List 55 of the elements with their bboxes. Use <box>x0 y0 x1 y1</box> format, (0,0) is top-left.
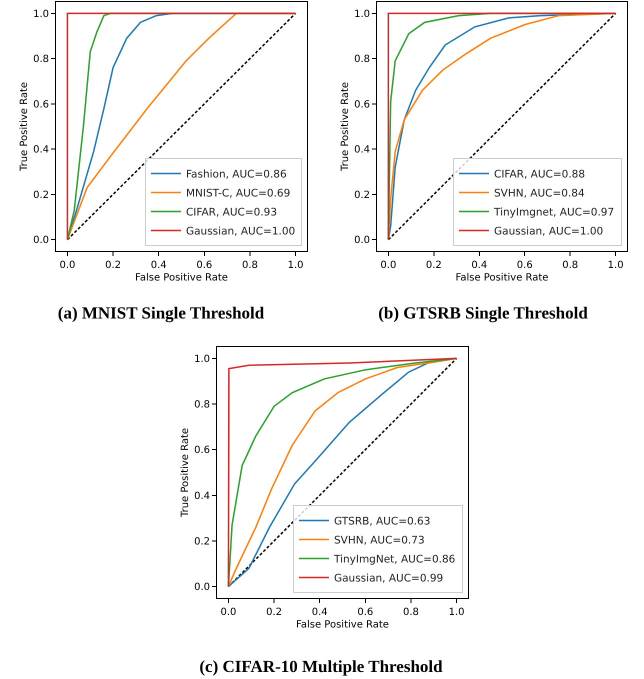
x-tick-label: 0.8 <box>402 607 419 618</box>
y-tick-label: 0.8 <box>194 400 210 411</box>
y-axis-title: True Positive Rate <box>340 82 352 172</box>
legend-label: TinyImgnet, AUC=0.97 <box>493 206 614 219</box>
x-axis-title: False Positive Rate <box>456 272 548 284</box>
x-tick-label: 1.0 <box>448 607 465 618</box>
legend-label: SVHN, AUC=0.73 <box>334 534 425 547</box>
x-tick-label: 0.4 <box>150 260 167 271</box>
text: (c) CIFAR-10 Multiple Threshold <box>199 657 444 676</box>
y-axis-title: True Positive Rate <box>19 82 30 172</box>
legend-label: Gaussian, AUC=0.99 <box>334 572 444 585</box>
y-tick-label: 0.0 <box>33 235 49 246</box>
y-tick-label: 0.8 <box>354 54 370 66</box>
y-tick-label: 0.8 <box>33 54 49 66</box>
text: (a) MNIST Single Threshold <box>58 304 265 322</box>
y-tick-label: 1.0 <box>354 8 370 20</box>
y-axis-title: True Positive Rate <box>180 428 192 518</box>
y-tick-label: 1.0 <box>33 8 49 20</box>
x-tick-label: 0.4 <box>471 260 488 271</box>
x-tick-label: 0.4 <box>312 607 328 618</box>
x-tick-label: 0.8 <box>242 260 258 271</box>
legend-label: CIFAR, AUC=0.88 <box>494 168 586 181</box>
legend-label: MNIST-C, AUC=0.69 <box>186 188 290 200</box>
x-tick-label: 0.2 <box>266 607 282 618</box>
y-tick-label: 0.2 <box>194 536 210 548</box>
legend-label: Gaussian, AUC=1.00 <box>186 226 296 238</box>
y-tick-label: 0.0 <box>354 235 370 246</box>
y-tick-label: 0.0 <box>194 582 210 594</box>
y-tick-label: 0.4 <box>354 144 370 156</box>
legend-label: GTSRB, AUC=0.63 <box>334 516 430 528</box>
x-tick-label: 1.0 <box>288 260 304 271</box>
x-tick-label: 0.6 <box>516 260 533 271</box>
legend-label: TinyImgNet, AUC=0.86 <box>332 554 456 566</box>
x-tick-label: 0.0 <box>380 260 396 271</box>
x-tick-label: 0.8 <box>562 260 578 271</box>
x-tick-label: 1.0 <box>608 260 624 271</box>
x-tick-label: 0.0 <box>220 607 236 618</box>
x-axis-title: False Positive Rate <box>296 620 389 630</box>
y-tick-label: 0.6 <box>33 99 49 110</box>
x-tick-label: 0.2 <box>105 260 122 271</box>
y-tick-label: 1.0 <box>194 354 210 365</box>
legend-label: Gaussian, AUC=1.00 <box>494 226 604 238</box>
y-tick-label: 0.4 <box>194 490 210 502</box>
legend-label: Fashion, AUC=0.86 <box>186 168 287 181</box>
legend-label: CIFAR, AUC=0.93 <box>186 206 278 219</box>
y-tick-label: 0.2 <box>354 190 370 201</box>
legend-label: SVHN, AUC=0.84 <box>494 188 585 200</box>
y-tick-label: 0.4 <box>33 144 49 156</box>
x-tick-label: 0.2 <box>426 260 442 271</box>
text: (b) GTSRB Single Threshold <box>378 304 588 322</box>
x-tick-label: 0.0 <box>59 260 76 271</box>
x-axis-title: False Positive Rate <box>135 272 228 284</box>
y-tick-label: 0.2 <box>33 190 49 201</box>
y-tick-label: 0.6 <box>194 445 210 456</box>
y-tick-label: 0.6 <box>354 99 370 110</box>
